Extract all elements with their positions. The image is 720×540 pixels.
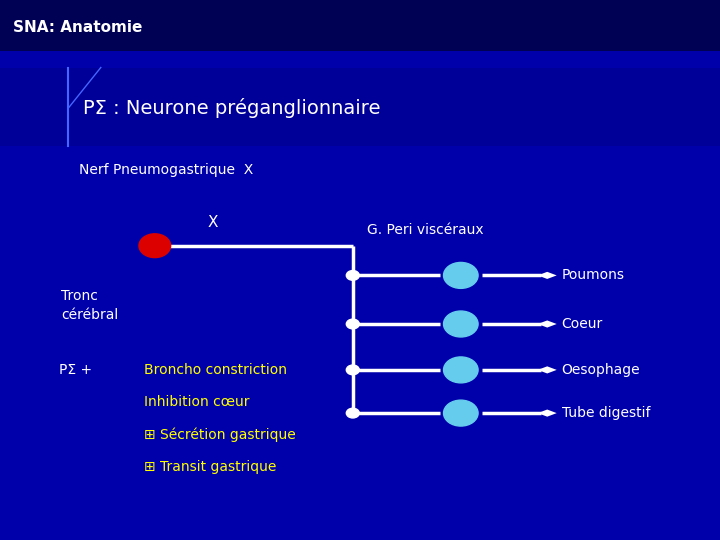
Polygon shape [538,409,557,417]
Text: Coeur: Coeur [562,317,603,331]
Text: ⊞ Transit gastrique: ⊞ Transit gastrique [144,460,276,474]
Text: Nerf Pneumogastrique  X: Nerf Pneumogastrique X [79,163,253,177]
Circle shape [139,234,171,258]
Text: Inhibition cœur: Inhibition cœur [144,395,250,409]
Text: X: X [207,215,217,230]
Circle shape [444,311,478,337]
Polygon shape [538,272,557,279]
Circle shape [346,365,359,375]
Circle shape [346,271,359,280]
Text: Tube digestif: Tube digestif [562,406,650,420]
Text: SNA: Anatomie: SNA: Anatomie [13,19,143,35]
Text: Poumons: Poumons [562,268,625,282]
Circle shape [444,400,478,426]
Text: Oesophage: Oesophage [562,363,640,377]
Text: G. Peri viscéraux: G. Peri viscéraux [367,222,484,237]
Polygon shape [538,366,557,374]
Circle shape [444,357,478,383]
FancyBboxPatch shape [0,0,720,51]
Circle shape [346,319,359,329]
Circle shape [346,408,359,418]
Text: PΣ : Neurone préganglionnaire: PΣ : Neurone préganglionnaire [83,98,380,118]
Text: PΣ +: PΣ + [59,363,92,377]
FancyBboxPatch shape [0,68,720,146]
Text: ⊞ Sécrétion gastrique: ⊞ Sécrétion gastrique [144,428,296,442]
Polygon shape [538,320,557,328]
Text: Tronc
cérébral: Tronc cérébral [61,289,119,322]
Circle shape [444,262,478,288]
Text: Broncho constriction: Broncho constriction [144,363,287,377]
